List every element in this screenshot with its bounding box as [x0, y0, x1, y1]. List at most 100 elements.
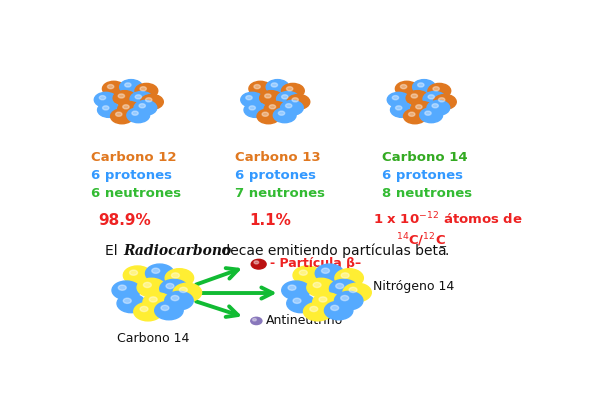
Circle shape [134, 100, 157, 115]
Circle shape [404, 109, 427, 124]
Circle shape [249, 106, 256, 110]
Text: $^{14}$C/$^{12}$C: $^{14}$C/$^{12}$C [396, 231, 446, 249]
Circle shape [336, 283, 344, 289]
Text: 6 protones: 6 protones [91, 169, 172, 182]
Circle shape [98, 102, 121, 117]
Circle shape [315, 264, 344, 282]
Circle shape [319, 297, 327, 302]
Circle shape [304, 302, 332, 321]
Circle shape [293, 298, 301, 303]
Circle shape [262, 112, 268, 116]
Text: - Partícula β–: - Partícula β– [271, 256, 361, 269]
Circle shape [139, 104, 145, 108]
Circle shape [119, 80, 142, 95]
Text: Radiocarbono: Radiocarbono [124, 244, 232, 258]
Text: .: . [445, 244, 449, 258]
Circle shape [127, 108, 149, 123]
Circle shape [161, 305, 169, 310]
Circle shape [251, 317, 262, 325]
Circle shape [265, 94, 271, 98]
Circle shape [433, 87, 439, 91]
Text: Carbono 13: Carbono 13 [235, 151, 321, 164]
Circle shape [395, 106, 402, 110]
Circle shape [313, 293, 341, 311]
Text: 1 x 10$^{-12}$ átomos de: 1 x 10$^{-12}$ átomos de [373, 211, 523, 228]
Circle shape [287, 294, 315, 313]
Text: decae emitiendo partículas beta: decae emitiendo partículas beta [217, 243, 446, 258]
Circle shape [313, 282, 321, 288]
Circle shape [124, 266, 152, 284]
Circle shape [244, 102, 267, 117]
Text: 6 protones: 6 protones [235, 169, 316, 182]
Circle shape [428, 84, 451, 98]
Circle shape [152, 268, 160, 273]
Circle shape [118, 285, 126, 290]
Circle shape [173, 283, 202, 302]
Circle shape [103, 81, 125, 96]
Circle shape [249, 81, 272, 96]
Circle shape [140, 87, 146, 91]
Circle shape [171, 296, 179, 301]
Circle shape [135, 95, 142, 99]
Circle shape [420, 108, 443, 123]
Circle shape [251, 259, 266, 269]
Circle shape [113, 91, 136, 106]
Text: 7 neutrones: 7 neutrones [235, 188, 325, 201]
Text: −: − [439, 242, 447, 252]
Circle shape [140, 307, 148, 312]
Circle shape [341, 273, 349, 278]
Circle shape [411, 94, 418, 98]
Circle shape [416, 105, 422, 109]
Circle shape [269, 105, 275, 109]
Circle shape [118, 102, 140, 116]
Circle shape [288, 285, 296, 290]
Circle shape [130, 270, 137, 275]
Circle shape [100, 96, 106, 100]
Circle shape [155, 301, 183, 320]
Circle shape [428, 95, 434, 99]
Circle shape [277, 91, 299, 106]
Circle shape [282, 281, 310, 299]
Circle shape [254, 85, 260, 89]
Text: 1.1%: 1.1% [250, 213, 291, 228]
Circle shape [409, 112, 415, 116]
Circle shape [433, 95, 456, 109]
Circle shape [331, 305, 338, 310]
Circle shape [299, 270, 307, 275]
Circle shape [432, 104, 439, 108]
Text: Carbono 14: Carbono 14 [117, 332, 189, 345]
Circle shape [112, 281, 140, 299]
Circle shape [278, 111, 285, 115]
Circle shape [123, 298, 131, 303]
Circle shape [253, 318, 256, 321]
Text: Nitrógeno 14: Nitrógeno 14 [373, 280, 454, 293]
Text: 6 neutrones: 6 neutrones [91, 188, 181, 201]
Text: 6 protones: 6 protones [382, 169, 463, 182]
Circle shape [137, 278, 166, 297]
Circle shape [143, 282, 151, 288]
Circle shape [406, 91, 429, 106]
Circle shape [241, 92, 263, 107]
Circle shape [132, 111, 138, 115]
Circle shape [166, 283, 174, 289]
Text: Carbono 12: Carbono 12 [91, 151, 177, 164]
Circle shape [343, 283, 371, 302]
Circle shape [165, 292, 193, 310]
Circle shape [410, 102, 433, 116]
Circle shape [439, 98, 445, 102]
Circle shape [266, 80, 289, 95]
Circle shape [264, 102, 287, 116]
Circle shape [140, 95, 163, 109]
Circle shape [387, 92, 410, 107]
Circle shape [110, 109, 133, 124]
Circle shape [392, 96, 398, 100]
Circle shape [146, 98, 152, 102]
Circle shape [281, 95, 288, 99]
Circle shape [274, 108, 296, 123]
Circle shape [257, 109, 280, 124]
Circle shape [160, 279, 188, 298]
Circle shape [94, 92, 117, 107]
Circle shape [118, 94, 125, 98]
Circle shape [322, 268, 329, 273]
Circle shape [134, 302, 162, 321]
